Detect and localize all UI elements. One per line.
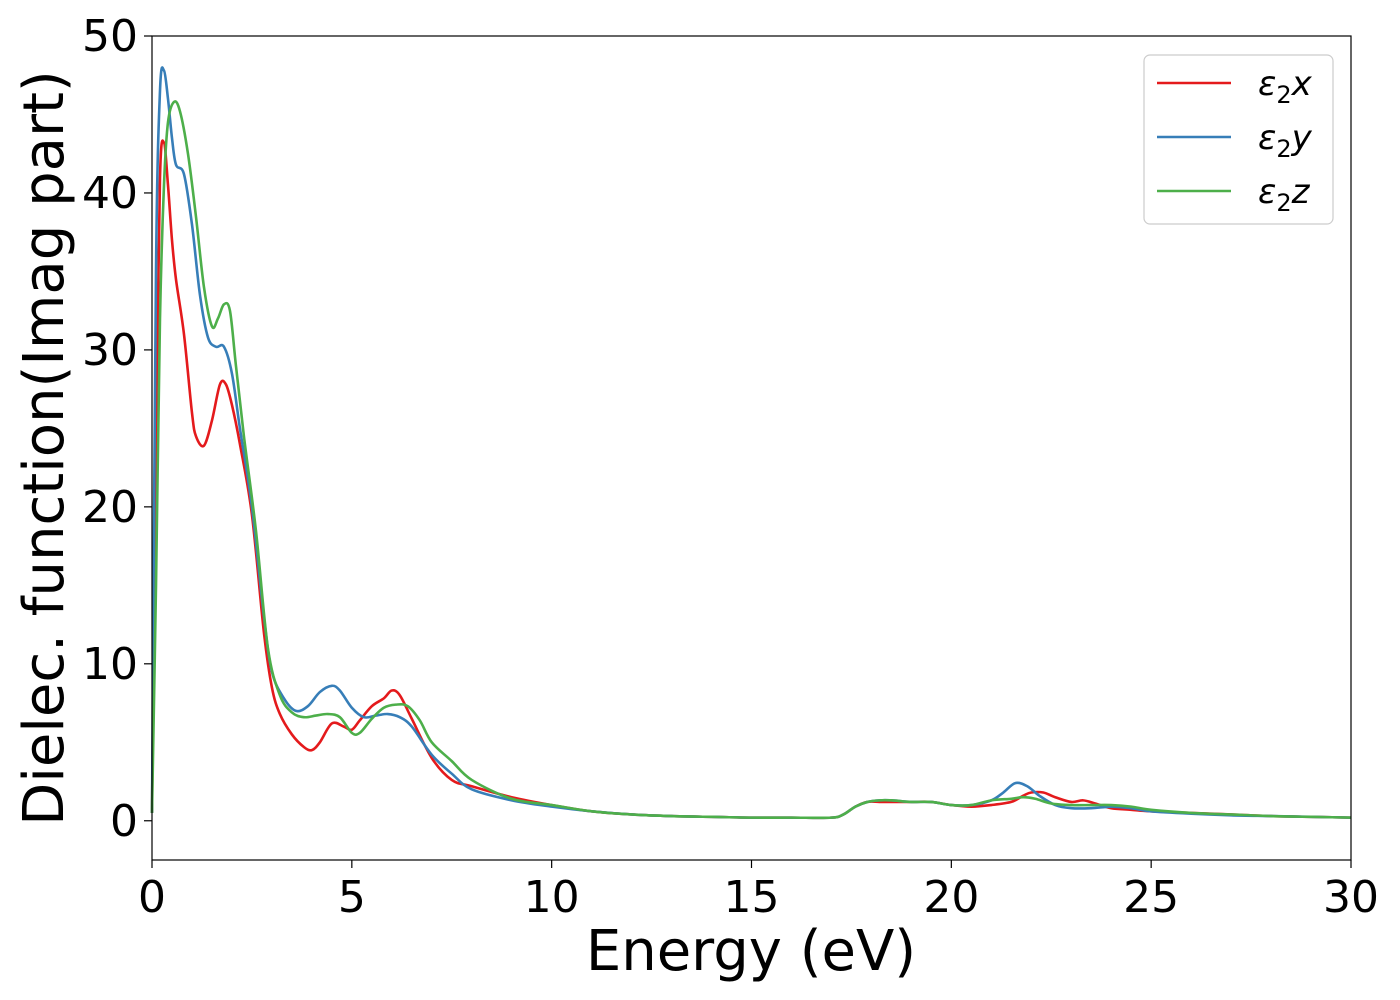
plot-lines xyxy=(150,66,1352,820)
x-tick-label: 20 xyxy=(923,872,979,923)
y-tick-label: 10 xyxy=(82,639,138,690)
series-line-x xyxy=(150,139,1352,820)
y-axis: 0 10 20 30 40 50 xyxy=(82,11,152,847)
x-tick-label: 0 xyxy=(138,872,166,923)
legend: ε2x ε2y ε2z xyxy=(1143,54,1334,225)
x-axis: 0 5 10 15 20 25 30 xyxy=(138,860,1379,923)
y-tick-label: 0 xyxy=(110,796,138,847)
x-axis-title: Energy (eV) xyxy=(586,919,916,984)
series-line-y xyxy=(150,66,1352,820)
legend-box xyxy=(1143,54,1334,225)
y-tick-label: 50 xyxy=(82,11,138,62)
x-tick-label: 15 xyxy=(724,872,780,923)
x-tick-label: 5 xyxy=(338,872,366,923)
y-tick-label: 40 xyxy=(82,168,138,219)
legend-label: ε2x xyxy=(1258,64,1313,109)
y-tick-label: 20 xyxy=(82,482,138,533)
y-axis-title: Dielec. function(Imag part) xyxy=(12,70,77,826)
series-line-z xyxy=(150,100,1352,820)
x-tick-label: 10 xyxy=(524,872,580,923)
y-tick-label: 30 xyxy=(82,325,138,376)
x-tick-label: 30 xyxy=(1323,872,1379,923)
legend-label: ε2y xyxy=(1258,118,1313,163)
legend-label: ε2z xyxy=(1258,172,1311,217)
x-tick-label: 25 xyxy=(1123,872,1179,923)
